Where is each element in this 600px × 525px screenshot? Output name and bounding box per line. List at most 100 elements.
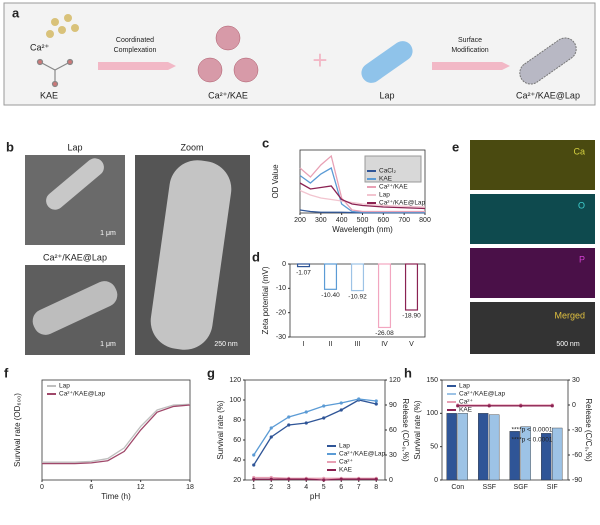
y2-tick-label: 0 [389, 477, 393, 484]
point [519, 404, 523, 408]
image-title: Lap [67, 142, 82, 152]
y-tick-label: 120 [229, 377, 241, 384]
x-tick-label: 2 [269, 484, 273, 491]
arrow [432, 62, 510, 70]
plot-frame [41, 379, 191, 481]
panel-label: b [6, 139, 14, 154]
point [304, 410, 308, 414]
arrow-label: Surface [458, 37, 482, 44]
y-axis-label: Zeta potential (mV) [261, 266, 270, 334]
y-axis-label: Survival rate (%) [413, 400, 422, 459]
y2-tick-label: 0 [572, 402, 576, 409]
y-tick-label: 100 [426, 410, 438, 417]
legend-label: Ca²⁺/KAE@Lap [459, 391, 506, 398]
sem-rod [150, 160, 232, 350]
y2-axis-label: Release (C/C₀,%) [584, 398, 593, 462]
bar [552, 427, 563, 481]
y-axis-label: Survival rate (OD₆₀₀) [13, 393, 22, 467]
point [339, 401, 343, 405]
x-tick-label: 7 [357, 484, 361, 491]
map-label: Merged [554, 310, 585, 320]
point [339, 477, 343, 481]
x-tick-label: 6 [339, 484, 343, 491]
point [287, 423, 291, 427]
point [269, 426, 273, 430]
legend-label: Ca²⁺ [339, 459, 353, 466]
panel-label: d [252, 249, 260, 264]
x-tick-label: III [355, 341, 361, 348]
x-tick-label: 4 [304, 484, 308, 491]
x-tick-label: SSF [482, 484, 496, 491]
x-axis-label: Time (h) [101, 492, 131, 501]
bar [489, 414, 500, 481]
coated-rod [519, 37, 577, 85]
y-tick-label: 20 [233, 477, 241, 484]
plus: + [312, 45, 327, 75]
series-line [299, 182, 426, 210]
inset-photo [364, 155, 422, 183]
bar [350, 263, 365, 292]
item: Ca²⁺/KAE@Lap [516, 90, 580, 100]
item: KAE [40, 90, 58, 100]
legend-label: Ca²⁺/KAE@Lap [339, 451, 386, 458]
panel-a: a Ca²⁺ KAE Coordinated Complexation Ca²⁺… [3, 2, 596, 106]
x-tick-label: Con [451, 484, 464, 491]
panel-label: e [452, 139, 459, 154]
y-tick-label: 150 [426, 377, 438, 384]
image-title: Ca²⁺/KAE@Lap [43, 252, 107, 262]
x-tick-label: 300 [315, 217, 327, 224]
point [252, 453, 256, 457]
x-tick-label: I [303, 341, 305, 348]
x-tick-label: 500 [357, 217, 369, 224]
x-tick-label: 5 [322, 484, 326, 491]
annotation: ****p < 0.0001 [511, 437, 552, 444]
legend-label: Ca²⁺ [459, 399, 473, 406]
panel-label: h [404, 365, 412, 380]
x-tick-label: II [329, 341, 333, 348]
y-tick-label: 0 [282, 261, 286, 268]
x-tick-label: 8 [374, 484, 378, 491]
eds-map [470, 302, 595, 354]
bar [446, 413, 457, 481]
y-tick-label: -10 [276, 285, 286, 292]
value-label: -18.90 [402, 313, 421, 320]
item: Lap [379, 90, 394, 100]
sem-rod [46, 158, 104, 210]
sem-rod [32, 281, 118, 335]
legend-label: CaCl₂ [379, 168, 396, 175]
legend-label: Lap [59, 383, 70, 390]
point [374, 402, 378, 406]
map-label: O [578, 200, 585, 210]
arrow-label: Modification [451, 47, 488, 54]
y2-tick-label: 90 [389, 402, 397, 409]
y-tick-label: 100 [229, 397, 241, 404]
bar [323, 263, 338, 290]
y-tick-label: 80 [233, 417, 241, 424]
y-tick-label: -30 [276, 334, 286, 341]
series-line [253, 399, 377, 466]
complex [197, 25, 259, 83]
series-line [253, 398, 377, 456]
scale-bar: 1 μm [100, 230, 116, 237]
x-tick-label: SIF [547, 484, 558, 491]
item: Ca²⁺/KAE [208, 90, 248, 100]
panel-label: a [12, 5, 20, 20]
panel-label: g [207, 365, 215, 380]
y-tick-label: 60 [233, 437, 241, 444]
point [287, 415, 291, 419]
point [252, 477, 256, 481]
eds-map [470, 140, 595, 190]
point [550, 404, 554, 408]
point [287, 477, 291, 481]
point [304, 421, 308, 425]
panel-label: c [262, 135, 269, 150]
y-tick-label: 0 [434, 477, 438, 484]
x-tick-label: 1 [252, 484, 256, 491]
annotation: ****p < 0.0001 [511, 427, 552, 434]
lap-rod [361, 41, 413, 83]
arrow-label: Complexation [114, 47, 157, 54]
point [322, 404, 326, 408]
legend-label: KAE [379, 176, 393, 183]
x-tick-label: 6 [89, 484, 93, 491]
